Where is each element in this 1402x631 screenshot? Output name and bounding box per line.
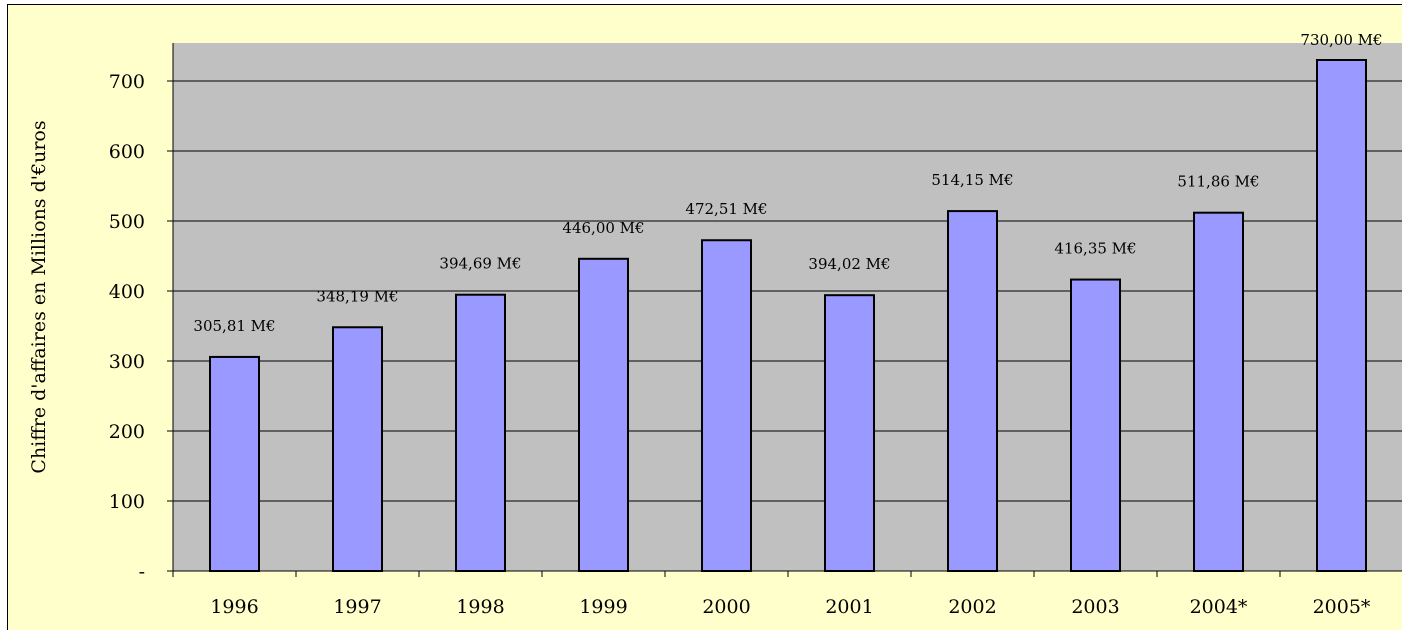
x-tick-label: 2003 [1071, 596, 1119, 618]
y-tick-label: 100 [109, 491, 145, 513]
x-tick-label: 1998 [456, 596, 504, 618]
data-label: 446,00 M€ [562, 219, 644, 237]
data-label: 514,15 M€ [931, 171, 1013, 189]
bar-1996 [209, 355, 260, 573]
x-tick-label: 1999 [579, 596, 627, 618]
y-tick-label: 400 [109, 281, 145, 303]
bar-1998 [455, 293, 506, 572]
data-label: 511,86 M€ [1177, 173, 1259, 191]
y-tick-label: 300 [109, 351, 145, 373]
data-label: 472,51 M€ [685, 200, 767, 218]
y-tick-labels: - 100 200 300 400 500 600 700 [109, 71, 173, 583]
y-tick-label: 700 [109, 71, 145, 93]
axes [172, 43, 1402, 577]
bar-2001 [824, 294, 875, 572]
data-label: 730,00 M€ [1300, 31, 1382, 49]
bar-2002 [947, 210, 998, 572]
chart-frame: - 100 200 300 400 500 600 700 1996 1997 1998 1999 2… [7, 4, 1402, 630]
bar-chart: - 100 200 300 400 500 600 700 1996 1997 1998 1999 2… [28, 31, 1402, 618]
y-tick-label: 500 [109, 211, 145, 233]
x-tick-label: 2002 [948, 596, 996, 618]
x-tick-label: 1997 [333, 596, 381, 618]
bar-1999 [578, 257, 629, 573]
data-label: 394,02 M€ [808, 255, 890, 273]
bar-2000 [701, 239, 752, 572]
x-tick-label: 2001 [825, 596, 873, 618]
bar-2005 [1316, 59, 1367, 572]
y-axis-title: Chiffre d'affaires en Millions d'€uros [28, 120, 50, 473]
data-label: 305,81 M€ [193, 317, 275, 335]
y-tick-label: - [139, 561, 145, 583]
data-label: 348,19 M€ [316, 287, 398, 305]
x-tick-label: 2004* [1190, 596, 1248, 618]
x-tick-label: 1996 [210, 596, 258, 618]
y-tick-label: 200 [109, 421, 145, 443]
bar-2004 [1193, 211, 1244, 572]
x-tick-labels: 1996 1997 1998 1999 2000 2001 2002 2003 2004* 200… [210, 596, 1371, 618]
data-label: 416,35 M€ [1054, 240, 1136, 258]
y-tick-label: 600 [109, 141, 145, 163]
bar-1997 [332, 326, 383, 572]
x-tick-label: 2005* [1313, 596, 1371, 618]
data-label: 394,69 M€ [439, 255, 521, 273]
x-tick-label: 2000 [702, 596, 750, 618]
bar-2003 [1070, 278, 1121, 572]
data-labels: 305,81 M€ 348,19 M€ 394,69 M€ 446,00 M€ 472,… [193, 31, 1382, 335]
